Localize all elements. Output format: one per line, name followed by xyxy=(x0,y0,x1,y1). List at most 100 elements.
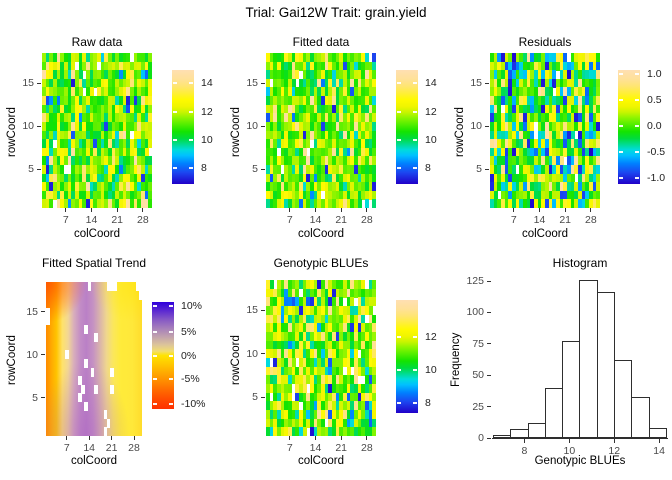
heatmap-cell xyxy=(346,147,351,157)
heatmap-cell xyxy=(277,87,282,97)
heatmap-cell xyxy=(574,199,579,209)
heatmap-cell xyxy=(104,182,109,192)
heatmap-cell xyxy=(273,104,278,114)
heatmap-cell xyxy=(365,410,370,420)
heatmap-cell xyxy=(563,182,568,192)
heatmap-cell xyxy=(108,199,113,209)
heatmap-cell xyxy=(97,156,102,166)
colorbar-tick-label: 10 xyxy=(425,133,437,146)
heatmap-cell xyxy=(548,104,553,114)
heatmap-cell xyxy=(328,401,333,411)
heatmap-cell xyxy=(556,190,561,200)
heatmap-cell xyxy=(144,78,149,88)
heatmap-cell xyxy=(354,418,359,428)
colorbar-tick xyxy=(635,151,639,154)
heatmap-cell xyxy=(137,147,142,157)
heatmap-cell xyxy=(291,323,296,333)
heatmap-cell xyxy=(530,96,535,106)
x-axis-line xyxy=(492,438,668,439)
colorbar-tick xyxy=(189,167,193,170)
heatmap-cell xyxy=(368,156,373,166)
heatmap-cell xyxy=(332,156,337,166)
heatmap-cell xyxy=(313,53,318,62)
heatmap-cell xyxy=(288,147,293,157)
heatmap-cell xyxy=(519,139,524,149)
heatmap-cell xyxy=(100,190,105,200)
heatmap-cell xyxy=(302,190,307,200)
heatmap-cell xyxy=(269,190,274,200)
heatmap-cell xyxy=(350,401,355,411)
heatmap-cell xyxy=(346,199,351,209)
heatmap-cell xyxy=(299,113,304,123)
heatmap-cell xyxy=(361,182,366,192)
heatmap-cell xyxy=(567,199,572,209)
heatmap-cell xyxy=(515,156,520,166)
heatmap-cell xyxy=(346,366,351,376)
heatmap-cell xyxy=(133,147,138,157)
heatmap-cell xyxy=(343,78,348,88)
heatmap-cell xyxy=(332,53,337,62)
heatmap-cell xyxy=(335,199,340,209)
heatmap-cell xyxy=(49,173,54,183)
missing-cell-marker xyxy=(84,401,88,411)
colorbar-tick xyxy=(397,167,401,170)
heatmap-cell xyxy=(589,87,594,97)
heatmap-cell xyxy=(350,139,355,149)
heatmap-cell xyxy=(97,199,102,209)
heatmap-cell xyxy=(493,199,498,209)
heatmap-cell xyxy=(299,358,304,368)
heatmap-cell xyxy=(332,427,337,437)
heatmap-cell xyxy=(93,182,98,192)
heatmap-cell xyxy=(504,87,509,97)
heatmap-cell xyxy=(574,147,579,157)
heatmap-cell xyxy=(501,96,506,106)
heatmap-cell xyxy=(126,104,131,114)
heatmap-cell xyxy=(266,87,271,97)
x-tick-mark xyxy=(568,439,570,443)
heatmap-cell xyxy=(541,164,546,174)
heatmap-cell xyxy=(328,70,333,80)
heatmap-cell xyxy=(144,199,149,209)
heatmap-cell xyxy=(343,104,348,114)
heatmap-cell xyxy=(133,61,138,71)
heatmap-cell xyxy=(97,139,102,149)
heatmap-cell xyxy=(585,78,590,88)
heatmap-cell xyxy=(302,182,307,192)
subplot-title-histogram: Histogram xyxy=(552,256,608,270)
x-tick-label: 14 xyxy=(309,214,322,226)
missing-cell-marker xyxy=(110,384,114,394)
heatmap-cell xyxy=(567,139,572,149)
heatmap-cell xyxy=(148,96,153,106)
heatmap-cell xyxy=(589,70,594,80)
heatmap-cell xyxy=(339,375,344,385)
heatmap-cell xyxy=(368,410,373,420)
x-axis-label-fitted: colCoord xyxy=(297,228,345,240)
heatmap-cell xyxy=(277,164,282,174)
heatmap-cell xyxy=(490,104,495,114)
heatmap-cell xyxy=(552,130,557,140)
heatmap-cell xyxy=(523,182,528,192)
heatmap-cell xyxy=(302,147,307,157)
heatmap-cell xyxy=(42,156,47,166)
heatmap-cell xyxy=(354,104,359,114)
heatmap-cell xyxy=(302,78,307,88)
heatmap-cell xyxy=(299,61,304,71)
heatmap-cell xyxy=(313,139,318,149)
heatmap-cell xyxy=(277,340,282,350)
missing-cell-marker xyxy=(106,418,111,428)
heatmap-cell xyxy=(280,104,285,114)
heatmap-cell xyxy=(368,147,373,157)
heatmap-cell xyxy=(328,384,333,394)
heatmap-cell xyxy=(339,199,344,209)
heatmap-cell xyxy=(581,199,586,209)
heatmap-cell xyxy=(291,139,296,149)
heatmap-cell xyxy=(321,323,326,333)
heatmap-cell xyxy=(368,358,373,368)
heatmap-cell xyxy=(365,113,370,123)
heatmap-cell xyxy=(530,199,535,209)
heatmap-cell xyxy=(559,70,564,80)
heatmap-cell xyxy=(567,70,572,80)
heatmap-cell xyxy=(284,104,289,114)
x-tick-label: 7 xyxy=(63,442,70,454)
heatmap-cell xyxy=(321,418,326,428)
